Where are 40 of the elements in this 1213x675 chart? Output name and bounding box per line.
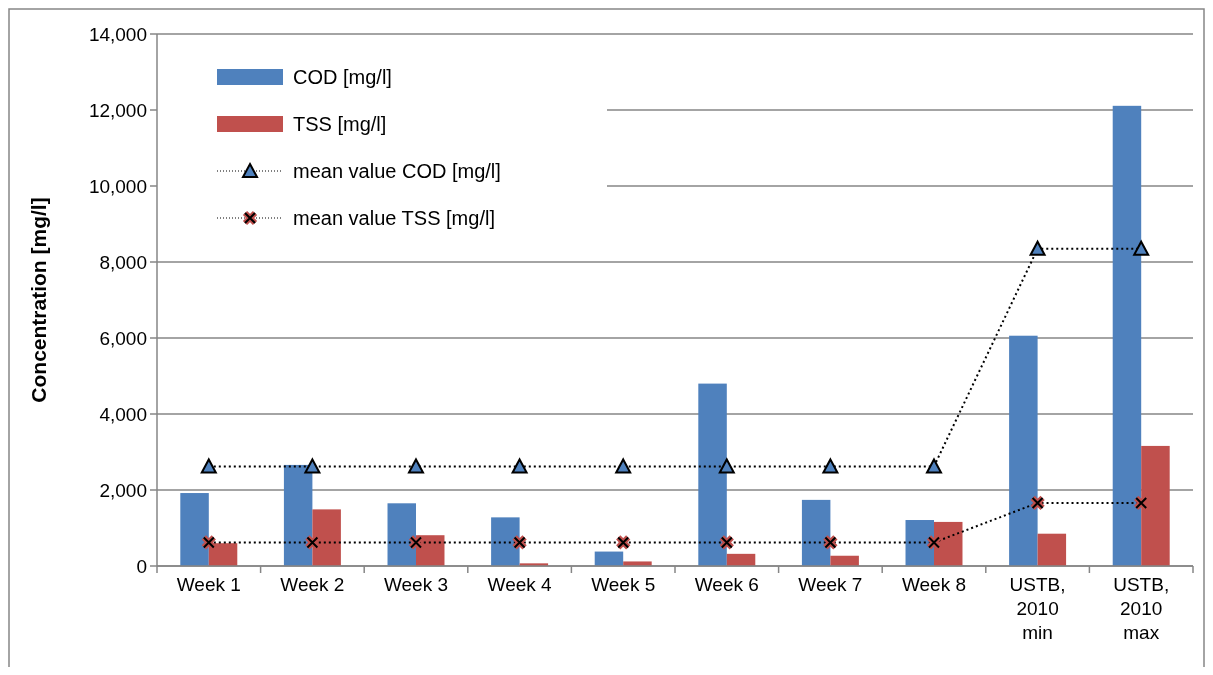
point	[615, 458, 632, 474]
point	[304, 458, 321, 474]
bar	[801, 499, 831, 566]
y-tick-label: 6,000	[99, 327, 147, 349]
point	[511, 458, 528, 474]
bar	[387, 503, 416, 566]
x-tick-label: Week 8	[901, 574, 967, 595]
point	[926, 458, 942, 474]
point	[200, 458, 217, 474]
bar	[180, 493, 209, 566]
point	[718, 458, 735, 474]
x-tick-label: USTB, 2010 min	[1009, 574, 1066, 643]
y-tick-label: 12,000	[88, 99, 147, 121]
legend-label: TSS [mg/l]	[293, 113, 387, 135]
x-tick-label: Week 7	[798, 574, 863, 595]
bar	[1037, 533, 1067, 566]
x-tick-label: Week 4	[487, 574, 553, 595]
legend-label: mean value TSS [mg/l]	[293, 207, 495, 229]
bar	[491, 517, 520, 566]
y-tick-label: 2,000	[99, 479, 147, 501]
y-tick-label: 10,000	[88, 175, 147, 197]
y-tick-label: 14,000	[88, 23, 147, 45]
x-tick-label: Week 3	[383, 574, 449, 595]
point	[1133, 240, 1150, 256]
bar	[1009, 335, 1038, 566]
y-axis-title: Concentration [mg/l]	[27, 197, 50, 403]
legend-label: mean value COD [mg/l]	[293, 160, 501, 182]
point	[408, 458, 424, 474]
bar	[905, 520, 934, 566]
x-tick-label: Week 2	[280, 574, 345, 595]
y-tick-label: 0	[136, 555, 147, 577]
x-tick-label: Week 1	[176, 574, 241, 595]
x-tick-label: Week 5	[591, 574, 656, 595]
y-tick-label: 4,000	[99, 403, 147, 425]
legend-label: COD [mg/l]	[293, 66, 392, 88]
x-tick-label: Week 6	[694, 574, 759, 595]
point	[822, 458, 839, 474]
y-tick-label: 8,000	[99, 251, 147, 273]
x-tick-label: USTB, 2010 max	[1113, 574, 1170, 643]
point	[1029, 240, 1046, 256]
